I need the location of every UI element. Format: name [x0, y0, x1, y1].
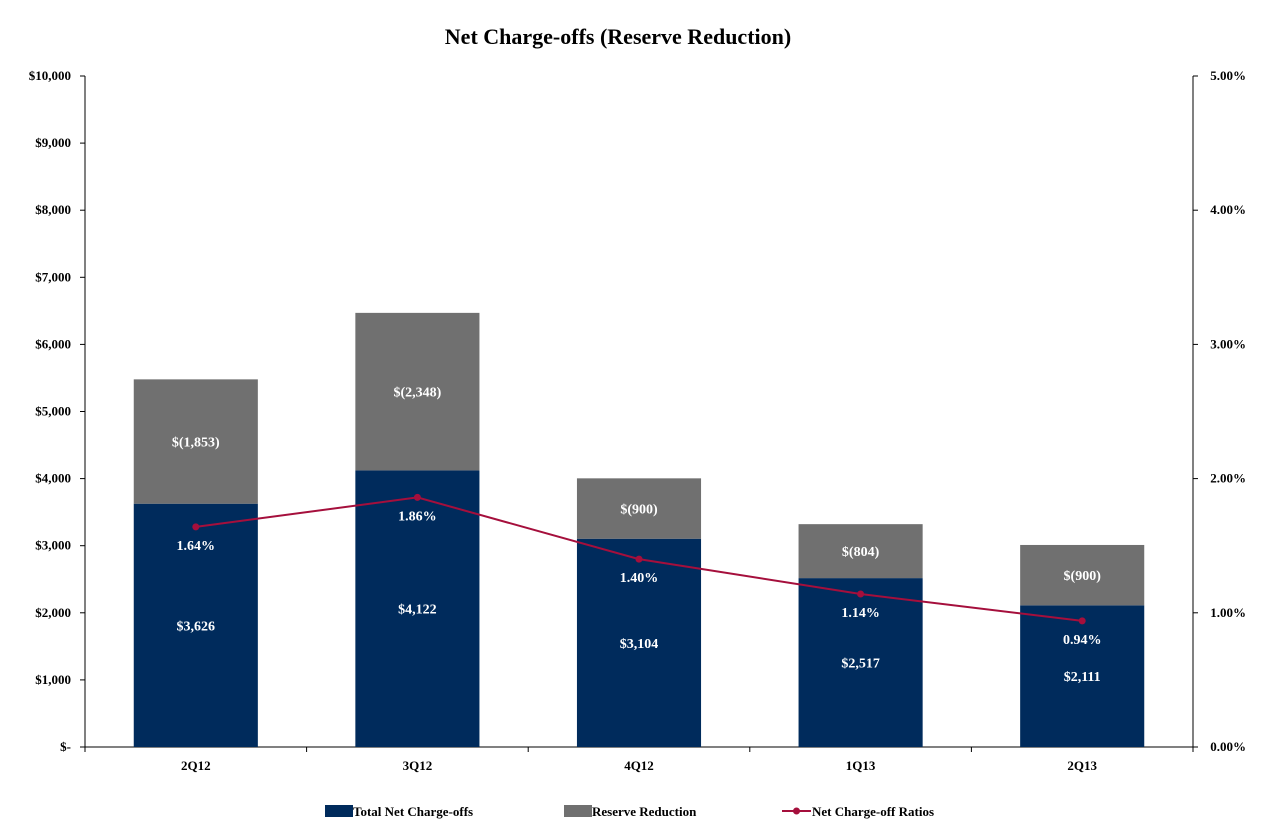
bar-value-label: $4,122	[398, 603, 437, 618]
y-left-tick-label: $9,000	[35, 135, 71, 150]
ratio-value-label: 1.86%	[398, 509, 437, 524]
reserve-value-label: $(900)	[1064, 569, 1102, 584]
y-right-tick-label: 1.00%	[1210, 605, 1246, 620]
y-right-tick-label: 5.00%	[1210, 68, 1246, 83]
x-tick-label: 2Q12	[181, 758, 211, 773]
ratio-point	[857, 590, 865, 598]
ratio-value-label: 1.64%	[177, 539, 216, 554]
legend-label-net-charge-off-ratios: Net Charge-off Ratios	[812, 804, 934, 819]
x-tick-label: 3Q12	[403, 758, 433, 773]
y-right-tick-label: 0.00%	[1210, 739, 1246, 754]
bar-total-net-charge-offs	[355, 470, 480, 747]
ratio-point	[413, 493, 421, 501]
bar-value-label: $2,111	[1064, 670, 1101, 685]
x-tick-label: 1Q13	[846, 758, 876, 773]
legend-swatch-total-net-charge-offs	[325, 805, 353, 817]
axes: $- $1,000 $2,000 $3,000 $4,000 $5,000 $6,000 $7…	[29, 68, 1246, 773]
y-right-tick-label: 3.00%	[1210, 336, 1246, 351]
y-left-tick-label: $2,000	[35, 605, 71, 620]
y-left-tick-label: $1,000	[35, 672, 71, 687]
ratio-line	[192, 493, 1086, 625]
y-left-tick-label: $5,000	[35, 404, 71, 419]
reserve-value-label: $(804)	[842, 545, 880, 560]
ratio-value-label: 1.14%	[841, 606, 880, 621]
ratio-point	[635, 555, 643, 563]
y-right-tick-label: 4.00%	[1210, 202, 1246, 217]
y-left-tick-label: $10,000	[29, 68, 71, 83]
legend: Total Net Charge-offs Reserve Reduction Ne…	[325, 804, 934, 819]
reserve-value-label: $(900)	[620, 503, 658, 518]
bar-reserve-reduction	[133, 379, 258, 504]
y-left-tick-label: $4,000	[35, 471, 71, 486]
y-left-tick-label: $-	[60, 739, 71, 754]
legend-swatch-reserve-reduction	[564, 805, 592, 817]
y-left-tick-label: $6,000	[35, 336, 71, 351]
data-labels: $3,626 $(1,853) 1.64% $4,122 $(2,348) 1.86% $3…	[172, 386, 1102, 686]
y-left-tick-label: $8,000	[35, 202, 71, 217]
bar-reserve-reduction	[355, 312, 480, 471]
bar-reserve-reduction	[576, 478, 702, 539]
y-left-tick-label: $7,000	[35, 269, 71, 284]
bars	[133, 312, 1145, 747]
bar-value-label: $2,517	[841, 657, 880, 672]
ratio-value-label: 1.40%	[620, 571, 659, 586]
bar-total-net-charge-offs	[798, 578, 923, 747]
legend-label-total-net-charge-offs: Total Net Charge-offs	[353, 804, 473, 819]
bar-total-net-charge-offs	[133, 503, 258, 747]
x-tick-label: 2Q13	[1067, 758, 1097, 773]
chart-title: Net Charge-offs (Reserve Reduction)	[445, 24, 791, 49]
bar-value-label: $3,626	[177, 619, 216, 634]
legend-marker-net-charge-off-ratios	[793, 807, 800, 815]
ratio-point	[192, 523, 200, 531]
ratio-point	[1078, 617, 1086, 625]
ratio-value-label: 0.94%	[1063, 633, 1102, 648]
bar-reserve-reduction	[1020, 544, 1145, 606]
legend-label-reserve-reduction: Reserve Reduction	[592, 804, 697, 819]
y-right-tick-label: 2.00%	[1210, 471, 1246, 486]
reserve-value-label: $(1,853)	[172, 436, 220, 451]
bar-reserve-reduction	[798, 524, 923, 579]
x-tick-label: 4Q12	[624, 758, 654, 773]
bar-total-net-charge-offs	[1020, 605, 1145, 747]
bar-value-label: $3,104	[620, 637, 659, 652]
y-left-tick-label: $3,000	[35, 538, 71, 553]
reserve-value-label: $(2,348)	[393, 386, 441, 401]
bar-total-net-charge-offs	[576, 538, 702, 747]
